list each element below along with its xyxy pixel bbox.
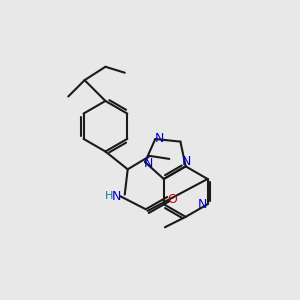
Text: H: H [105, 191, 113, 201]
Text: N: N [143, 157, 153, 170]
Text: N: N [182, 155, 191, 168]
Text: N: N [155, 133, 164, 146]
Text: N: N [197, 198, 207, 211]
Text: O: O [167, 193, 177, 206]
Text: N: N [112, 190, 121, 202]
